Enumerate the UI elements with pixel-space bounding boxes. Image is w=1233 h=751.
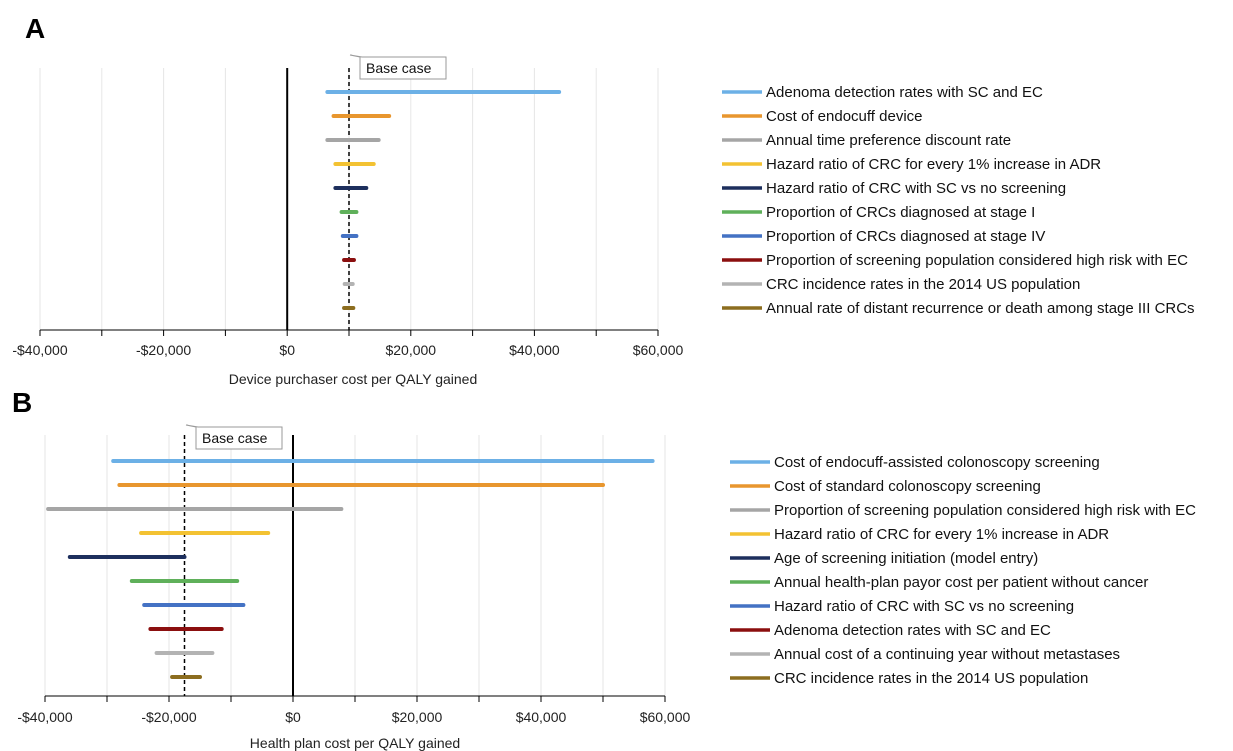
base-case-label: Base case	[202, 430, 268, 446]
legend-entry: Age of screening initiation (model entry…	[774, 550, 1038, 567]
x-tick-label: $40,000	[509, 342, 560, 358]
x-tick-label: -$20,000	[136, 342, 191, 358]
legend-entry: Annual cost of a continuing year without…	[774, 646, 1120, 663]
x-axis-title-b: Health plan cost per QALY gained	[250, 735, 460, 751]
legend-entry: Adenoma detection rates with SC and EC	[766, 84, 1043, 101]
x-tick-label: $20,000	[385, 342, 436, 358]
legend-entry: Cost of endocuff device	[766, 108, 923, 125]
legend-entry: CRC incidence rates in the 2014 US popul…	[766, 276, 1080, 293]
legend-entry: Cost of endocuff-assisted colonoscopy sc…	[774, 454, 1100, 471]
legend-entry: Hazard ratio of CRC for every 1% increas…	[766, 156, 1101, 173]
panel-label-a: A	[25, 13, 45, 44]
x-tick-label: -$40,000	[17, 709, 72, 725]
legend-entry: Annual rate of distant recurrence or dea…	[766, 300, 1195, 317]
legend-entry: Hazard ratio of CRC for every 1% increas…	[774, 526, 1109, 543]
legend-entry: CRC incidence rates in the 2014 US popul…	[774, 670, 1088, 687]
legend-entry: Cost of standard colonoscopy screening	[774, 478, 1041, 495]
legend-entry: Proportion of screening population consi…	[774, 502, 1196, 519]
x-tick-label: $60,000	[640, 709, 691, 725]
x-axis-title-a: Device purchaser cost per QALY gained	[229, 371, 478, 387]
x-tick-label: $40,000	[516, 709, 567, 725]
x-tick-label: $20,000	[392, 709, 443, 725]
x-tick-label: $60,000	[633, 342, 684, 358]
base-case-callout: Base case	[349, 54, 447, 80]
panel-a: A Device purchaser cost per QALY gained …	[12, 13, 1194, 387]
base-case-label: Base case	[366, 60, 432, 76]
base-case-callout-box	[349, 54, 447, 80]
legend-entry: Annual health-plan payor cost per patien…	[774, 574, 1148, 591]
panel-b: B Health plan cost per QALY gained -$40,…	[12, 387, 1196, 751]
x-tick-label: $0	[285, 709, 301, 725]
legend-entry: Proportion of CRCs diagnosed at stage IV	[766, 228, 1045, 245]
x-tick-label: $0	[279, 342, 295, 358]
panel-label-b: B	[12, 387, 32, 418]
x-tick-label: -$40,000	[12, 342, 67, 358]
legend-entry: Annual time preference discount rate	[766, 132, 1011, 149]
legend-entry: Proportion of CRCs diagnosed at stage I	[766, 204, 1035, 221]
legend-entry: Hazard ratio of CRC with SC vs no screen…	[774, 598, 1074, 615]
base-case-callout-box	[185, 424, 283, 450]
legend-entry: Proportion of screening population consi…	[766, 252, 1188, 269]
legend-entry: Hazard ratio of CRC with SC vs no screen…	[766, 180, 1066, 197]
x-tick-label: -$20,000	[141, 709, 196, 725]
legend-entry: Adenoma detection rates with SC and EC	[774, 622, 1051, 639]
base-case-callout: Base case	[185, 424, 283, 450]
